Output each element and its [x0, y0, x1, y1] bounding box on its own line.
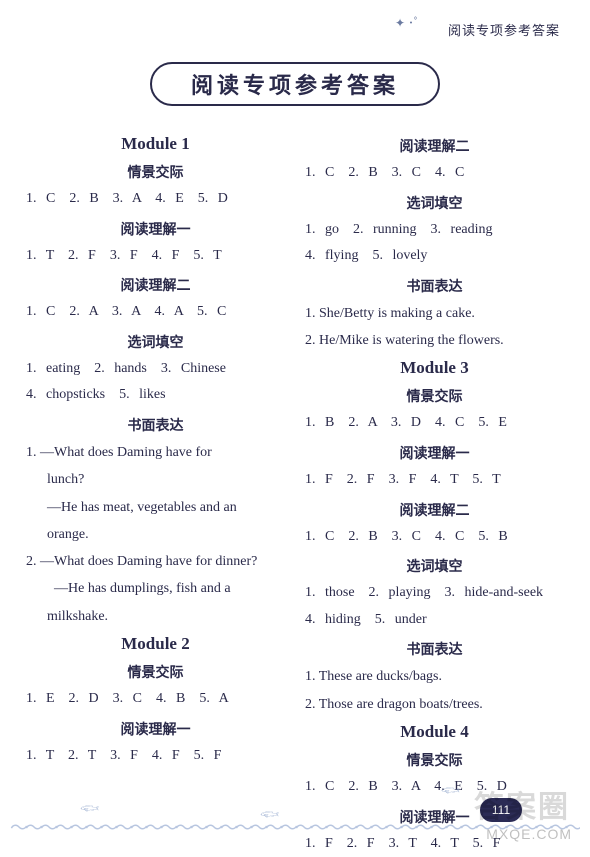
m4-situational-h: 情景交际	[305, 750, 564, 770]
m2-fill-l1: 1. go 2. running 3. reading	[305, 217, 564, 244]
m3-reading2-h: 阅读理解二	[305, 500, 564, 520]
m1-essay-h: 书面表达	[26, 415, 285, 435]
decor-fish-3: 𓆟	[441, 776, 460, 800]
module-2-title: Module 2	[26, 634, 285, 654]
m3-essay-l1: 1. These are ducks/bags.	[305, 663, 564, 690]
m3-reading1-h: 阅读理解一	[305, 443, 564, 463]
module-3-title: Module 3	[305, 358, 564, 378]
module-4-title: Module 4	[305, 722, 564, 742]
m2-essay-l1: 1. She/Betty is making a cake.	[305, 300, 564, 327]
title-banner: 阅读专项参考答案	[150, 62, 440, 106]
m3-reading2-a: 1. C 2. B 3. C 4. C 5. B	[305, 524, 564, 551]
m1-essay-q1: 1. —What does Daming have for	[26, 445, 212, 460]
m2-situational-h: 情景交际	[26, 662, 285, 682]
m3-situational-h: 情景交际	[305, 386, 564, 406]
decor-sparkle: ✦ ･ﾟ	[395, 14, 420, 31]
decor-fish-1: 𓆟	[80, 794, 99, 818]
m2-reading1-a: 1. T 2. T 3. F 4. F 5. F	[26, 743, 285, 770]
m1-essay-q2: 2. —What does Daming have for dinner?	[26, 554, 257, 569]
m3-fill-l2: 4. hiding 5. under	[305, 607, 564, 634]
m2-essay-h: 书面表达	[305, 276, 564, 296]
content-columns: Module 1 情景交际 1. C 2. B 3. A 4. E 5. D 阅…	[26, 130, 564, 796]
m1-essay-a2b: milkshake.	[26, 603, 285, 630]
decor-fish-2: 𓆟	[260, 800, 279, 824]
m3-reading1-a: 1. F 2. F 3. F 4. T 5. T	[305, 467, 564, 494]
m1-reading2-h: 阅读理解二	[26, 275, 285, 295]
m1-fill-l2: 4. chopsticks 5. likes	[26, 382, 285, 409]
m3-essay-h: 书面表达	[305, 639, 564, 659]
m1-reading1-h: 阅读理解一	[26, 219, 285, 239]
m2-situational-a: 1. E 2. D 3. C 4. B 5. A	[26, 686, 285, 713]
m2-fill-l2: 4. flying 5. lovely	[305, 243, 564, 270]
m1-fill-l1: 1. eating 2. hands 3. Chinese	[26, 356, 285, 383]
m2-reading1-h: 阅读理解一	[26, 719, 285, 739]
column-left: Module 1 情景交际 1. C 2. B 3. A 4. E 5. D 阅…	[26, 130, 285, 796]
m1-fill-h: 选词填空	[26, 332, 285, 352]
m1-essay-q1b: lunch?	[26, 466, 285, 493]
module-1-title: Module 1	[26, 134, 285, 154]
m2-essay-l2: 2. He/Mike is watering the flowers.	[305, 327, 564, 354]
m3-essay-l2: 2. Those are dragon boats/trees.	[305, 691, 564, 718]
column-right: 阅读理解二 1. C 2. B 3. C 4. C 选词填空 1. go 2. …	[305, 130, 564, 796]
m1-essay-a1b: orange.	[26, 521, 285, 548]
m1-reading2-a: 1. C 2. A 3. A 4. A 5. C	[26, 299, 285, 326]
m1-essay-block: 1. —What does Daming have for lunch? —He…	[26, 439, 285, 630]
watermark-cn: 答案圈	[474, 782, 570, 826]
m1-situational-h: 情景交际	[26, 162, 285, 182]
m2-fill-h: 选词填空	[305, 193, 564, 213]
page-header-right: 阅读专项参考答案	[448, 20, 560, 39]
m1-essay-a2: —He has dumplings, fish and a	[26, 575, 285, 602]
m2-reading2-h: 阅读理解二	[305, 136, 564, 156]
m2-reading2-a: 1. C 2. B 3. C 4. C	[305, 160, 564, 187]
m1-situational-a: 1. C 2. B 3. A 4. E 5. D	[26, 186, 285, 213]
m3-fill-h: 选词填空	[305, 556, 564, 576]
m1-reading1-a: 1. T 2. F 3. F 4. F 5. T	[26, 243, 285, 270]
m3-situational-a: 1. B 2. A 3. D 4. C 5. E	[305, 410, 564, 437]
m3-fill-l1: 1. those 2. playing 3. hide-and-seek	[305, 580, 564, 607]
m1-essay-a1: —He has meat, vegetables and an	[26, 494, 285, 521]
watermark-en: MXQE.COM	[486, 826, 572, 842]
